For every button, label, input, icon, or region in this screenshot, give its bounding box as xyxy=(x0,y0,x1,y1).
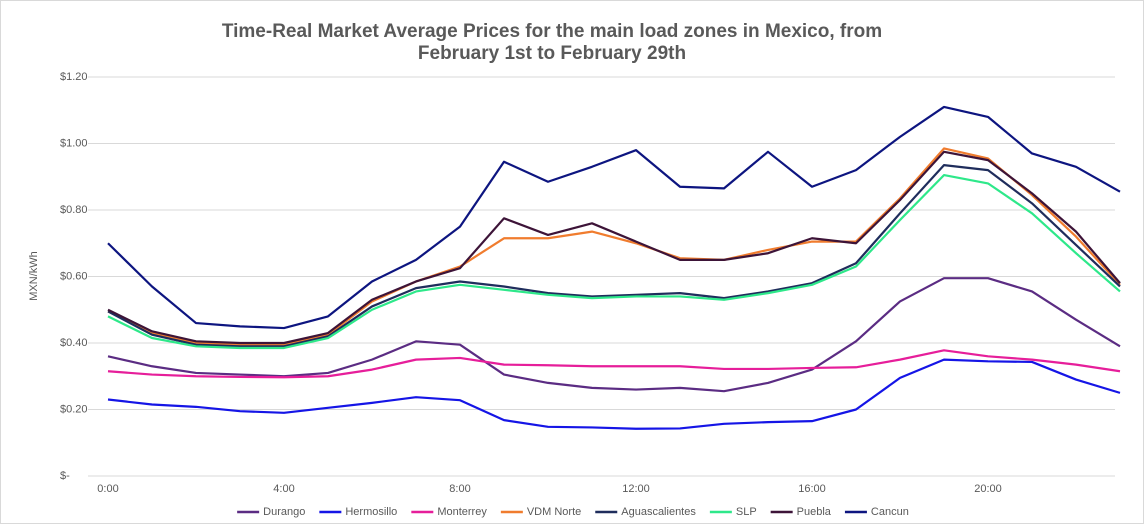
y-tick-label: $0.20 xyxy=(60,403,88,415)
x-tick-label: 4:00 xyxy=(273,483,294,495)
y-tick-label: $1.00 xyxy=(60,137,88,149)
series-line xyxy=(107,349,1121,379)
legend-label: Puebla xyxy=(797,506,832,518)
y-tick-label: $- xyxy=(60,470,70,482)
series-line xyxy=(107,164,1121,348)
x-tick-label: 8:00 xyxy=(449,483,470,495)
x-tick-label: 0:00 xyxy=(97,483,118,495)
legend-label: Cancun xyxy=(871,506,909,518)
x-tick-label: 20:00 xyxy=(974,483,1002,495)
legend-label: Monterrey xyxy=(437,506,487,518)
legend-label: VDM Norte xyxy=(527,506,581,518)
y-tick-label: $0.80 xyxy=(60,204,88,216)
chart-title: Time-Real Market Average Prices for the … xyxy=(222,21,882,42)
series-line xyxy=(107,277,1121,393)
series-line xyxy=(107,147,1121,346)
y-axis-label: MXN/kWh xyxy=(28,251,40,301)
y-tick-label: $1.20 xyxy=(60,71,88,83)
y-tick-label: $0.60 xyxy=(60,270,88,282)
x-tick-label: 12:00 xyxy=(622,483,650,495)
legend-label: SLP xyxy=(736,506,757,518)
series-line xyxy=(107,173,1121,350)
legend-label: Hermosillo xyxy=(345,506,397,518)
series-line xyxy=(107,358,1121,430)
series-line xyxy=(107,150,1121,345)
legend-label: Durango xyxy=(263,506,305,518)
legend-label: Aguascalientes xyxy=(621,506,696,518)
series-line xyxy=(107,105,1121,330)
y-tick-label: $0.40 xyxy=(60,337,88,349)
chart-title: February 1st to February 29th xyxy=(418,43,686,64)
x-tick-label: 16:00 xyxy=(798,483,826,495)
